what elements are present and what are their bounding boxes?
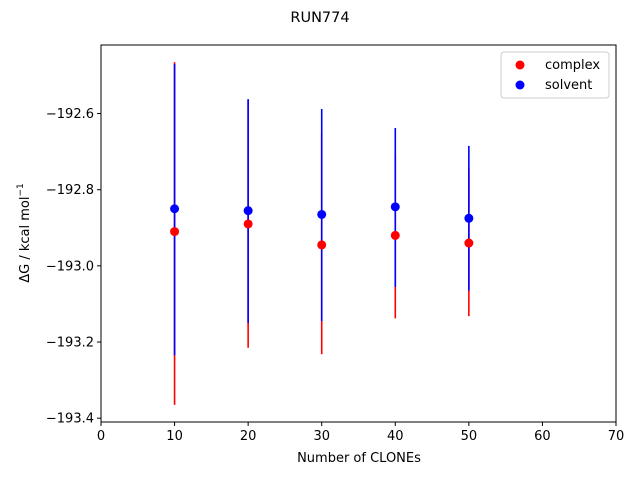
legend: complex solvent bbox=[500, 51, 610, 99]
legend-marker-complex bbox=[515, 60, 525, 70]
x-tick-label: 10 bbox=[166, 429, 183, 444]
y-axis-label: ΔG / kcal mol−1 bbox=[16, 183, 33, 283]
y-axis-label-sup: −1 bbox=[16, 183, 26, 196]
x-tick-label: 60 bbox=[534, 429, 551, 444]
point-solvent bbox=[317, 209, 327, 219]
x-tick-label: 20 bbox=[240, 429, 257, 444]
x-tick-label: 0 bbox=[97, 429, 105, 444]
y-tick-label: −192.8 bbox=[46, 183, 94, 198]
legend-frame bbox=[500, 51, 610, 99]
x-tick-label: 70 bbox=[608, 429, 625, 444]
y-tick-label: −192.6 bbox=[46, 107, 94, 122]
point-complex bbox=[243, 219, 253, 229]
point-complex bbox=[464, 238, 474, 248]
legend-marker-solvent bbox=[515, 80, 525, 90]
point-solvent bbox=[170, 204, 180, 214]
point-solvent bbox=[464, 213, 474, 223]
point-complex bbox=[317, 240, 327, 250]
x-axis-label: Number of CLONEs bbox=[297, 451, 421, 466]
point-solvent bbox=[390, 202, 400, 212]
y-tick-label: −193.2 bbox=[46, 336, 94, 351]
legend-label-solvent: solvent bbox=[545, 78, 592, 93]
plot-area bbox=[100, 44, 617, 423]
y-axis: −193.4 −193.2 −193.0 −192.8 −192.6 bbox=[46, 107, 101, 427]
point-complex bbox=[170, 227, 180, 237]
point-complex bbox=[390, 230, 400, 240]
x-tick-label: 50 bbox=[461, 429, 478, 444]
y-tick-label: −193.4 bbox=[46, 412, 94, 427]
chart-title: RUN774 bbox=[290, 10, 349, 26]
x-tick-label: 30 bbox=[313, 429, 330, 444]
y-axis-label-main: ΔG / kcal mol bbox=[18, 197, 33, 283]
x-axis: 0 10 20 30 40 50 60 70 bbox=[97, 422, 624, 444]
y-tick-label: −193.0 bbox=[46, 259, 94, 274]
point-solvent bbox=[243, 206, 253, 216]
x-tick-label: 40 bbox=[387, 429, 404, 444]
axes-frame bbox=[100, 44, 617, 423]
legend-label-complex: complex bbox=[545, 58, 600, 73]
